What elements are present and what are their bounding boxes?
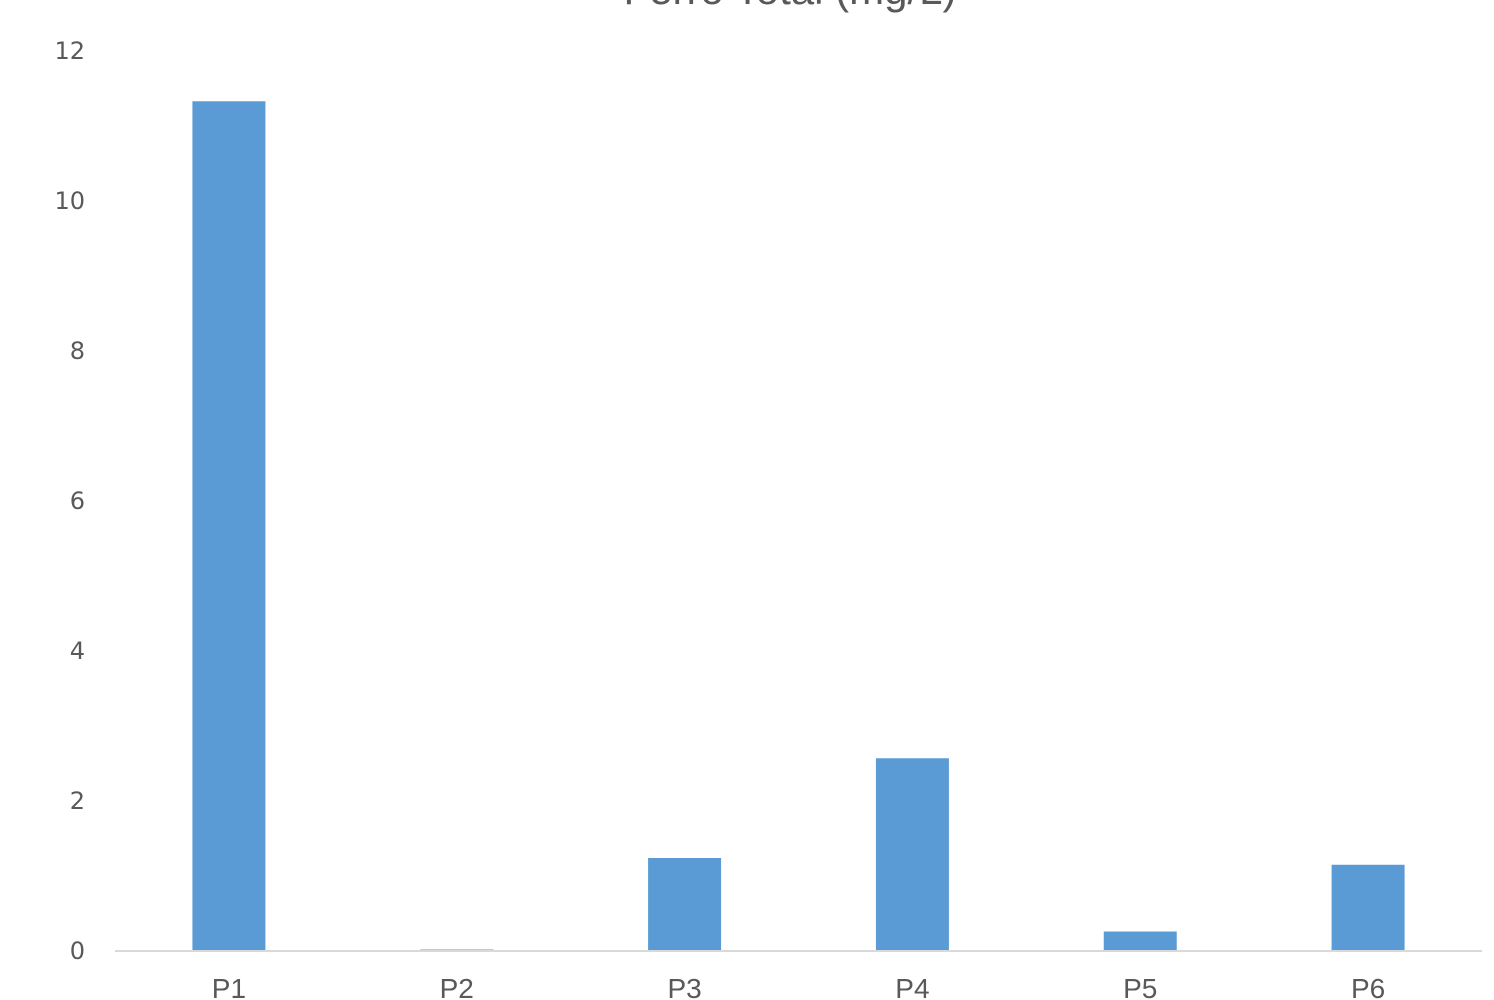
y-tick-label: 10 — [54, 187, 85, 215]
bar-p1 — [192, 101, 266, 951]
bar-p4 — [875, 758, 949, 951]
bar-p5 — [1103, 931, 1177, 951]
x-tick-label-p1: P1 — [212, 973, 246, 1000]
y-tick-label: 12 — [54, 37, 85, 65]
x-axis-labels: P1 P2 P3 P4 P5 P6 — [212, 973, 1385, 1000]
x-tick-label-p3: P3 — [667, 973, 701, 1000]
y-tick-label: 4 — [70, 637, 85, 665]
chart-title: Ferro Total (mg/L) — [624, 0, 957, 13]
bar-p3 — [648, 858, 722, 951]
y-tick-label: 6 — [70, 487, 85, 515]
y-tick-label: 2 — [70, 787, 85, 815]
y-tick-label: 0 — [70, 937, 85, 965]
bar-p6 — [1331, 864, 1405, 951]
x-tick-label-p6: P6 — [1351, 973, 1385, 1000]
x-tick-label-p5: P5 — [1123, 973, 1157, 1000]
y-tick-label: 8 — [70, 337, 85, 365]
y-axis-labels: 0 2 4 6 8 10 12 — [54, 37, 85, 965]
x-tick-label-p2: P2 — [440, 973, 474, 1000]
x-tick-label-p4: P4 — [895, 973, 929, 1000]
bars — [192, 101, 1405, 951]
